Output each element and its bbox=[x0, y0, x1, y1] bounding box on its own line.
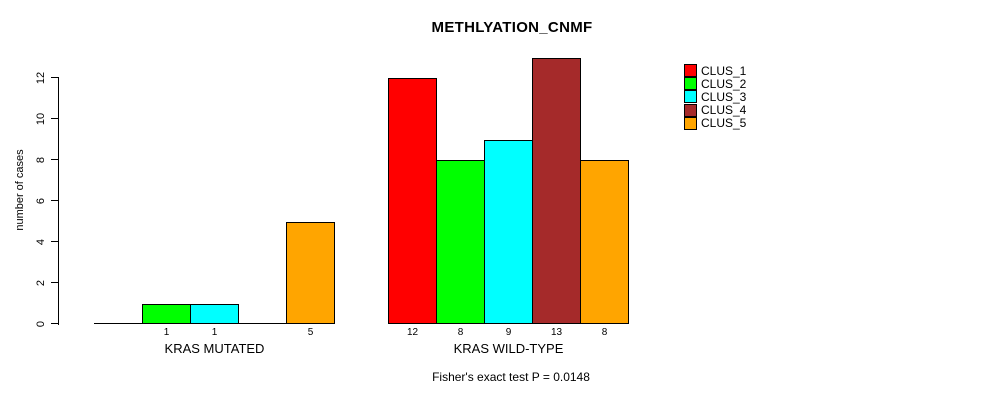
legend-label: CLUS_1 bbox=[701, 63, 747, 78]
bar-value-label: 8 bbox=[601, 327, 608, 338]
bar-value-label: 9 bbox=[505, 327, 512, 338]
x-category-label-kras-wild-type: KRAS WILD-TYPE bbox=[453, 341, 564, 356]
x-category-label-kras-mutated: KRAS MUTATED bbox=[164, 341, 265, 356]
legend-row-clus_5: CLUS_5 bbox=[684, 116, 747, 131]
y-axis-tick bbox=[51, 323, 59, 324]
bar-value-label: 12 bbox=[406, 327, 419, 338]
bar-clus_3-group2 bbox=[484, 139, 533, 324]
bar-clus_2-group2 bbox=[436, 160, 485, 324]
bar-clus_1-group2 bbox=[388, 78, 437, 324]
y-axis-tick-label: 4 bbox=[35, 238, 47, 246]
bar-value-label: 5 bbox=[307, 327, 314, 338]
y-axis-tick-label: 8 bbox=[35, 156, 47, 164]
legend-swatch-clus_2 bbox=[684, 77, 697, 91]
legend-row-clus_1: CLUS_1 bbox=[684, 63, 747, 78]
y-axis-tick bbox=[51, 200, 59, 201]
y-axis-tick-label: 12 bbox=[35, 71, 47, 85]
legend-label: CLUS_2 bbox=[701, 76, 747, 91]
zero-height-bar-clus_1-group1 bbox=[94, 323, 143, 324]
bar-clus_2-group1 bbox=[142, 303, 191, 324]
legend-swatch-clus_1 bbox=[684, 64, 697, 78]
bar-value-label: 1 bbox=[163, 327, 170, 338]
y-axis-tick bbox=[51, 159, 59, 160]
bar-value-label: 1 bbox=[211, 327, 218, 338]
y-axis-tick-label: 0 bbox=[35, 320, 47, 328]
legend-label: CLUS_5 bbox=[701, 116, 747, 131]
y-axis-tick bbox=[51, 282, 59, 283]
y-axis-tick bbox=[51, 241, 59, 242]
legend: CLUS_1 CLUS_2 CLUS_3 CLUS_4 CLUS_5 bbox=[684, 64, 746, 130]
legend-swatch-clus_5 bbox=[684, 116, 697, 130]
legend-label: CLUS_3 bbox=[701, 89, 747, 104]
y-axis-tick bbox=[51, 118, 59, 119]
y-axis-tick-label: 10 bbox=[35, 112, 47, 126]
legend-label: CLUS_4 bbox=[701, 103, 747, 118]
legend-swatch-clus_3 bbox=[684, 90, 697, 104]
legend-row-clus_4: CLUS_4 bbox=[684, 103, 747, 118]
bar-value-label: 8 bbox=[457, 327, 464, 338]
fisher-test-annotation: Fisher's exact test P = 0.0148 bbox=[432, 370, 590, 384]
bar-clus_4-group2 bbox=[532, 57, 581, 324]
y-axis-tick-label: 2 bbox=[35, 279, 47, 287]
legend-row-clus_2: CLUS_2 bbox=[684, 76, 747, 91]
zero-height-bar-clus_4-group1 bbox=[238, 323, 287, 324]
bar-clus_5-group1 bbox=[286, 221, 335, 324]
y-axis-line bbox=[58, 78, 59, 325]
legend-row-clus_3: CLUS_3 bbox=[684, 89, 747, 104]
y-axis-tick-label: 6 bbox=[35, 197, 47, 205]
bar-clus_3-group1 bbox=[190, 303, 239, 324]
chart-title: METHLYATION_CNMF bbox=[431, 19, 593, 36]
bar-clus_5-group2 bbox=[580, 160, 629, 324]
y-axis-tick bbox=[51, 77, 59, 78]
legend-swatch-clus_4 bbox=[684, 103, 697, 117]
bar-value-label: 13 bbox=[550, 327, 563, 338]
